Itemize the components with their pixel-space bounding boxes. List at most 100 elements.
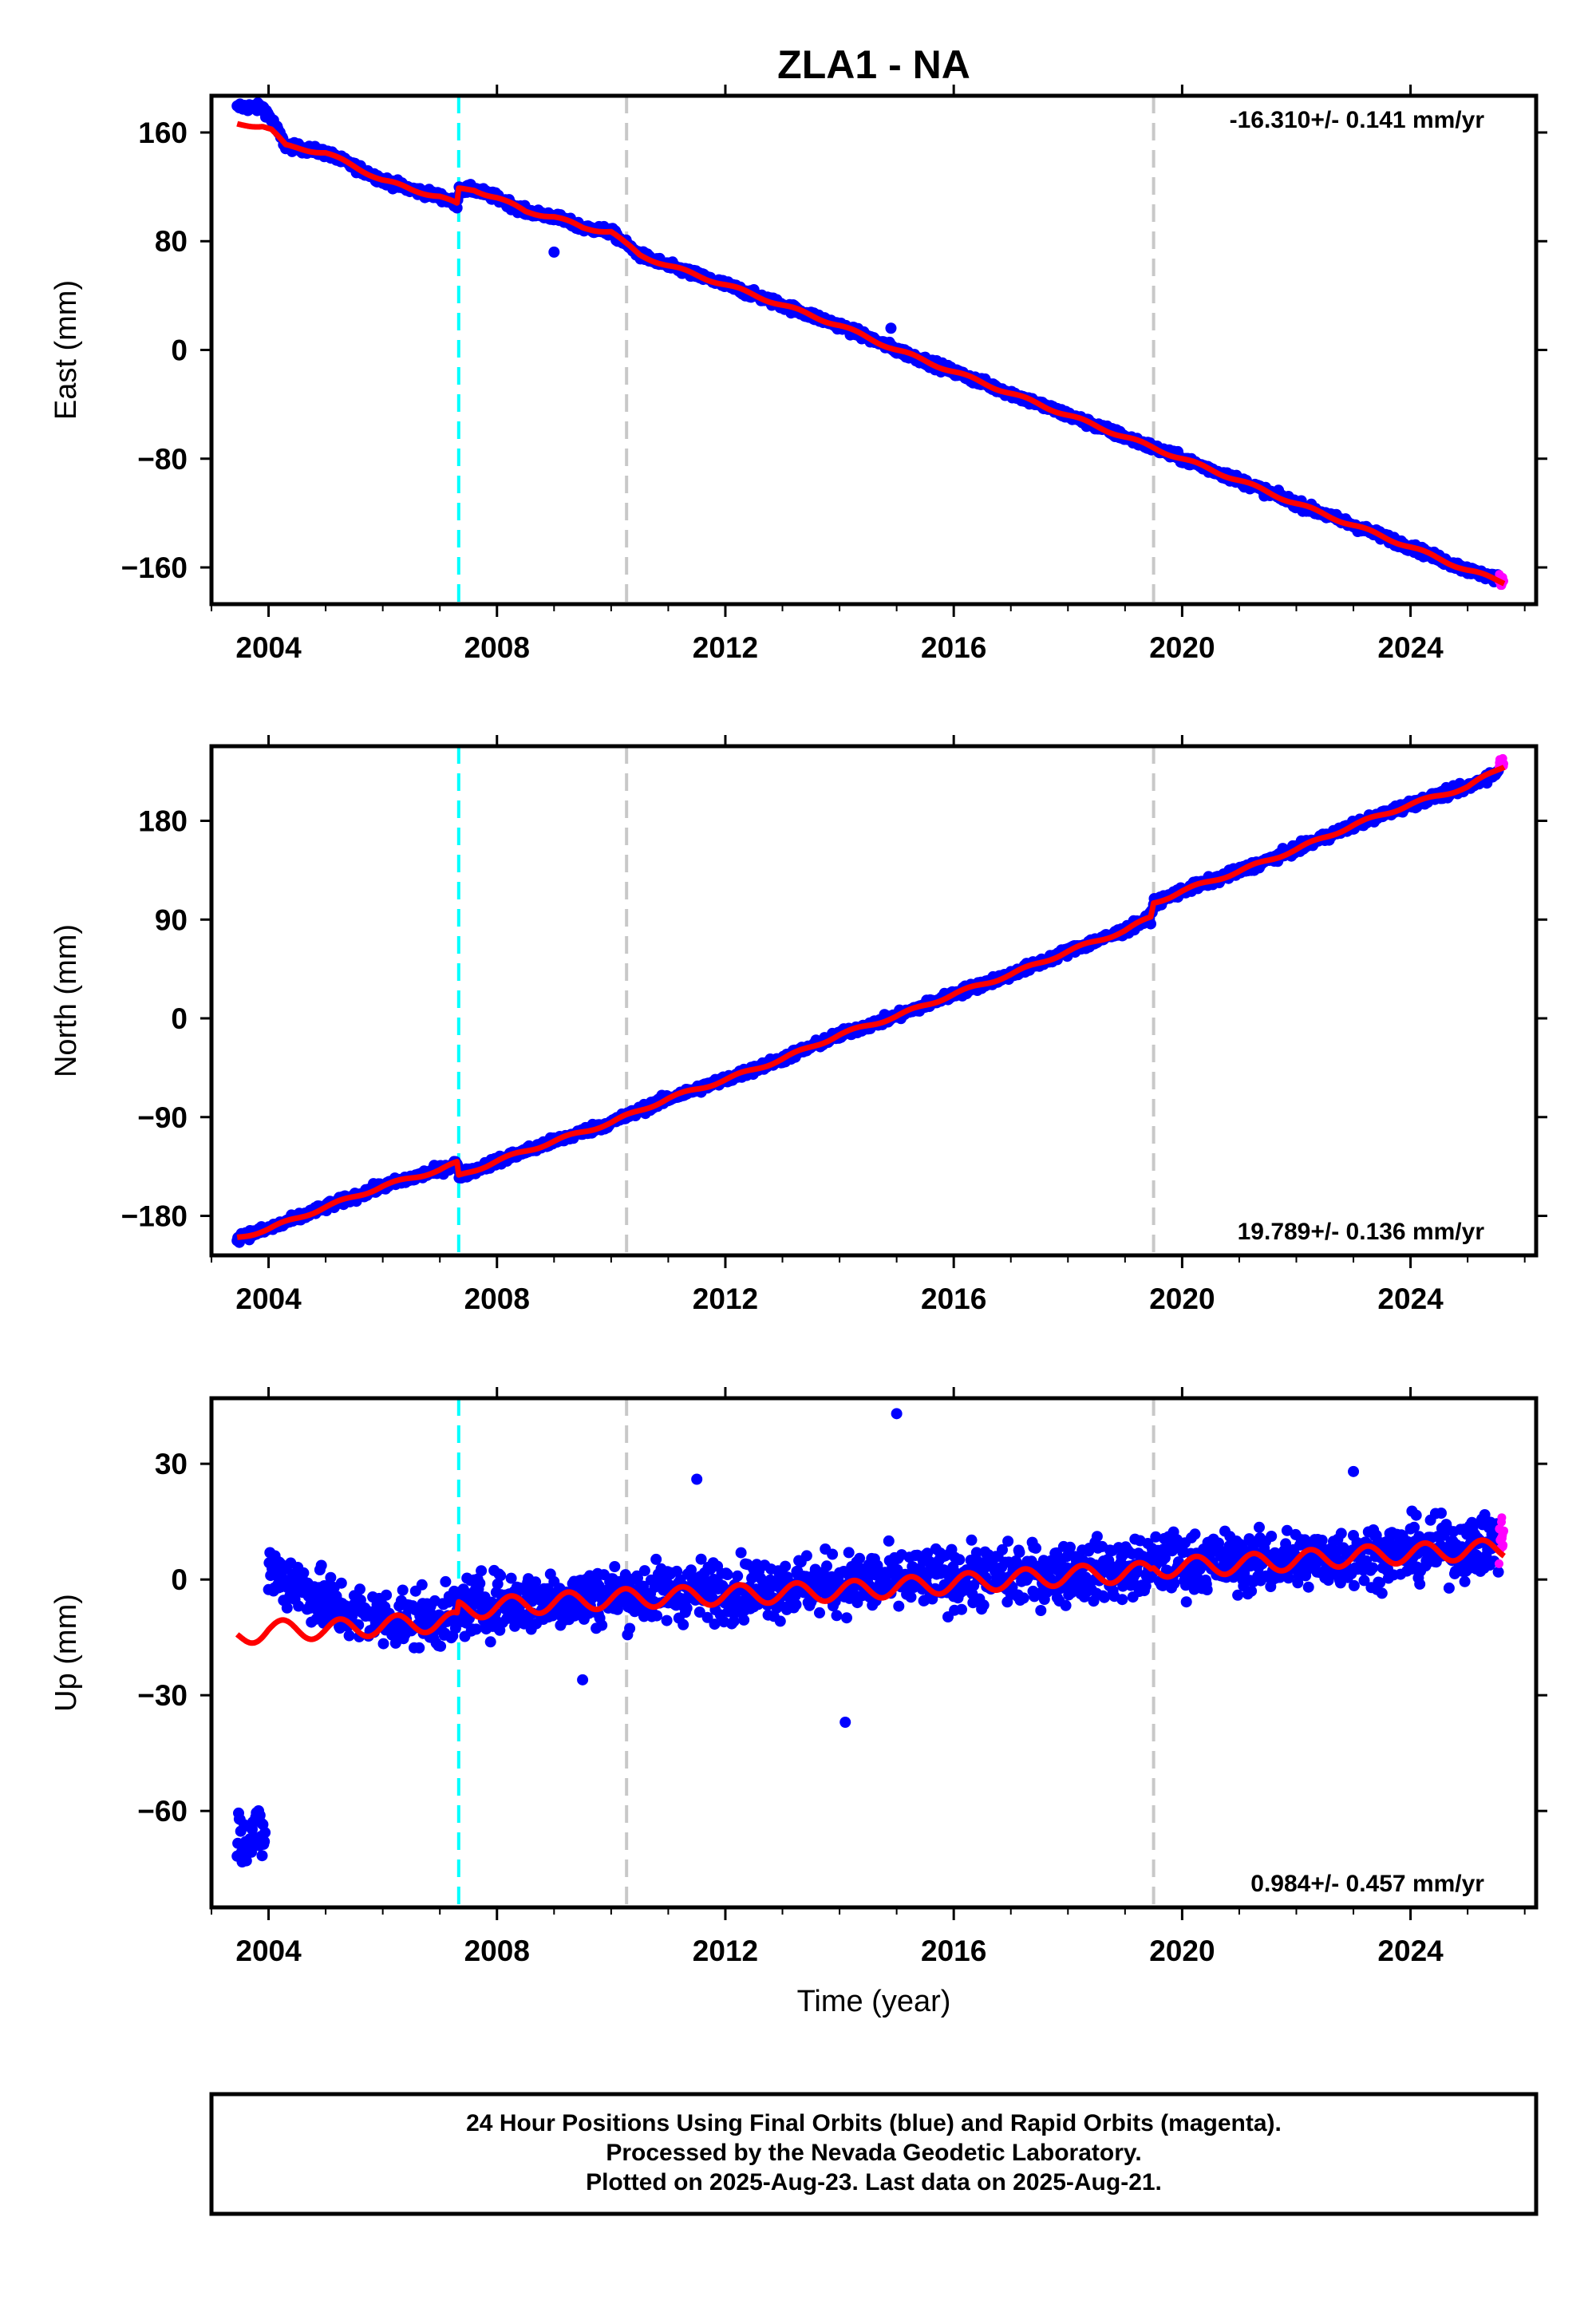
data-point <box>440 1575 452 1587</box>
data-point <box>377 1638 389 1650</box>
data-point <box>827 1548 839 1560</box>
plot-area <box>231 1408 1508 1867</box>
outlier-point <box>885 322 897 334</box>
y-tick-label: 90 <box>155 903 188 936</box>
chart-title: ZLA1 - NA <box>777 42 970 87</box>
y-tick-label: −90 <box>137 1101 188 1134</box>
y-tick-label: −80 <box>137 443 188 476</box>
final-orbit-points <box>231 97 1504 587</box>
x-tick-label: 2016 <box>921 631 986 664</box>
data-point <box>1002 1535 1014 1547</box>
data-point <box>484 1636 496 1648</box>
data-point <box>800 1550 812 1562</box>
data-point <box>335 1577 347 1589</box>
data-point <box>650 1553 662 1565</box>
y-tick-label: −160 <box>121 551 188 584</box>
data-point <box>638 1565 650 1577</box>
data-point <box>476 1565 488 1577</box>
data-point <box>596 1619 608 1631</box>
y-tick-label: 0 <box>171 334 188 367</box>
rate-label: 19.789+/- 0.136 mm/yr <box>1238 1219 1485 1245</box>
x-tick-label: 2004 <box>235 631 302 664</box>
data-point <box>413 1642 425 1654</box>
data-point <box>1116 1594 1128 1606</box>
data-point <box>790 1599 802 1611</box>
data-point <box>397 1584 409 1596</box>
data-point <box>624 1622 636 1634</box>
data-point <box>978 1599 990 1611</box>
y-tick-label: 0 <box>171 1002 188 1035</box>
data-point <box>678 1618 689 1630</box>
data-point <box>1017 1592 1029 1604</box>
data-point <box>954 1554 966 1566</box>
data-point <box>814 1607 825 1618</box>
data-point <box>435 1640 447 1652</box>
data-point <box>651 1610 663 1622</box>
data-point <box>774 1615 786 1627</box>
x-tick-label: 2012 <box>693 1282 758 1315</box>
data-point <box>381 1589 393 1601</box>
x-tick-label: 2024 <box>1377 631 1444 664</box>
data-point <box>966 1534 978 1546</box>
x-tick-label: 2020 <box>1149 1282 1215 1315</box>
y-axis-label: North (mm) <box>49 924 83 1077</box>
data-point <box>1035 1605 1047 1616</box>
east-panel: 160 80 0 −80 −160 2004 2008 2012 2016 2020 2024 Eas… <box>49 85 1547 664</box>
x-tick-label: 2008 <box>464 1282 530 1315</box>
data-point <box>905 1591 917 1603</box>
data-point <box>681 1603 693 1614</box>
data-point <box>738 1614 750 1626</box>
data-point <box>416 1579 428 1591</box>
data-point <box>956 1603 967 1615</box>
data-point <box>721 1569 733 1580</box>
final-orbit-points <box>263 1505 1504 1654</box>
data-point <box>893 1600 905 1612</box>
data-point <box>883 1535 895 1547</box>
data-point <box>661 1614 673 1626</box>
data-point <box>609 1561 621 1572</box>
data-point <box>298 1567 310 1579</box>
data-point <box>1060 1599 1072 1611</box>
north-panel: 180 90 0 −90 −180 2004 2008 2012 2016 2020 2024 Nor… <box>49 735 1547 1315</box>
data-point <box>343 1630 355 1642</box>
data-point <box>780 1560 792 1572</box>
x-tick-label: 2016 <box>921 1282 986 1315</box>
data-point <box>354 1583 365 1595</box>
plot-area <box>231 97 1508 591</box>
data-point <box>1013 1547 1025 1559</box>
y-tick-label: 160 <box>138 117 188 149</box>
final-orbit-points <box>231 1805 271 1867</box>
x-tick-label: 2012 <box>693 631 758 664</box>
plot-area <box>231 753 1508 1248</box>
x-tick-label: 2020 <box>1149 631 1215 664</box>
data-point <box>709 1618 721 1630</box>
data-point <box>735 1547 747 1559</box>
data-point <box>854 1552 866 1564</box>
data-point <box>474 1578 486 1589</box>
data-point <box>841 1612 852 1624</box>
y-tick-label: −180 <box>121 1200 188 1233</box>
x-tick-label: 2004 <box>235 1282 302 1315</box>
data-point <box>821 1560 832 1572</box>
y-tick-label: 80 <box>155 225 188 258</box>
data-point <box>495 1570 507 1582</box>
data-point <box>315 1559 327 1571</box>
plot-frame <box>209 93 1539 607</box>
data-point <box>843 1547 855 1559</box>
data-point <box>325 1571 337 1583</box>
data-point <box>281 1602 293 1614</box>
y-axis-label: East (mm) <box>49 280 83 420</box>
y-tick-label: 180 <box>138 805 188 838</box>
x-tick-label: 2024 <box>1377 1282 1444 1315</box>
data-point <box>732 1570 744 1582</box>
x-tick-label: 2008 <box>464 631 530 664</box>
data-point <box>256 1850 268 1862</box>
outlier-point <box>548 246 560 258</box>
data-point <box>831 1610 843 1622</box>
data-point <box>1091 1531 1103 1543</box>
rate-label: -16.310+/- 0.141 mm/yr <box>1230 107 1485 133</box>
data-point <box>1030 1542 1041 1554</box>
data-point <box>259 1827 271 1839</box>
